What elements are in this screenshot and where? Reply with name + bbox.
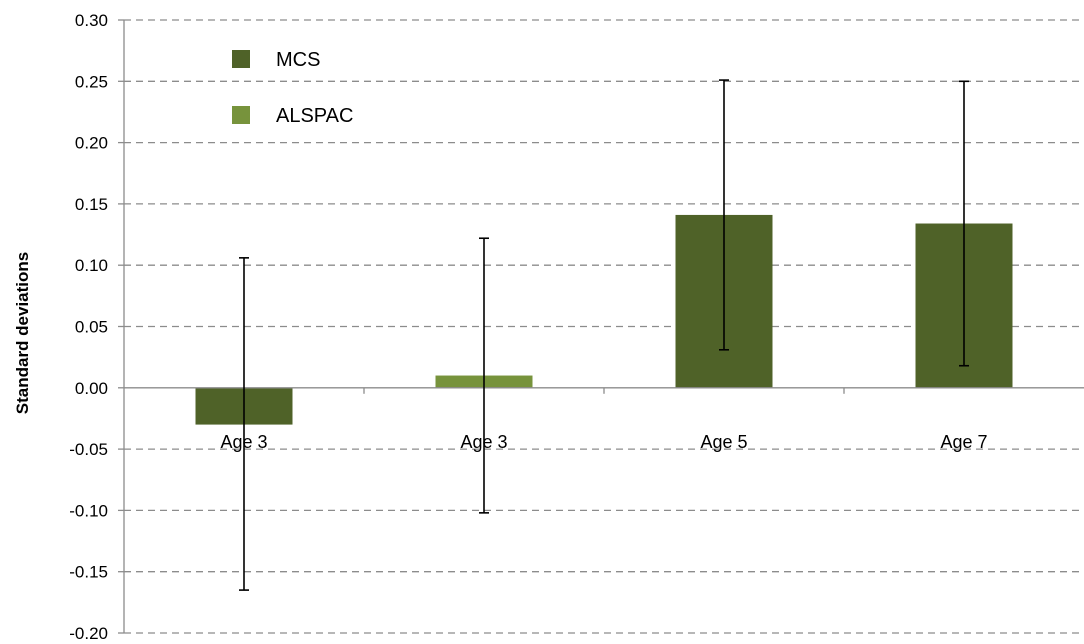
legend-label: ALSPAC (276, 105, 353, 127)
y-tick-label: -0.15 (69, 563, 108, 582)
error-bars (239, 79, 969, 591)
legend-label: MCS (276, 49, 320, 71)
y-tick-label: 0.15 (75, 195, 108, 214)
y-tick-label: -0.05 (69, 440, 108, 459)
y-tick-labels: 0.30 0.25 0.20 0.15 0.10 0.05 0.00 -0.05 -0.10 -0… (69, 11, 108, 643)
legend: MCS ALSPAC (232, 49, 353, 127)
category-label: Age 3 (460, 432, 507, 452)
y-axis-title: Standard deviations (13, 252, 32, 414)
y-tick-label: 0.20 (75, 134, 108, 153)
gridlines (118, 19, 1084, 634)
y-tick-label: 0.00 (75, 379, 108, 398)
y-tick-label: 0.25 (75, 72, 108, 91)
legend-swatch (232, 50, 250, 68)
category-label: Age 5 (700, 432, 747, 452)
y-tick-label: -0.20 (69, 624, 108, 643)
axes (123, 20, 1084, 633)
category-labels: Age 3 Age 3 Age 5 Age 7 (220, 432, 987, 452)
y-tick-label: 0.30 (75, 11, 108, 30)
category-label: Age 7 (940, 432, 987, 452)
y-tick-label: 0.10 (75, 256, 108, 275)
y-tick-label: 0.05 (75, 318, 108, 337)
legend-swatch (232, 106, 250, 124)
category-label: Age 3 (220, 432, 267, 452)
y-tick-label: -0.10 (69, 501, 108, 520)
